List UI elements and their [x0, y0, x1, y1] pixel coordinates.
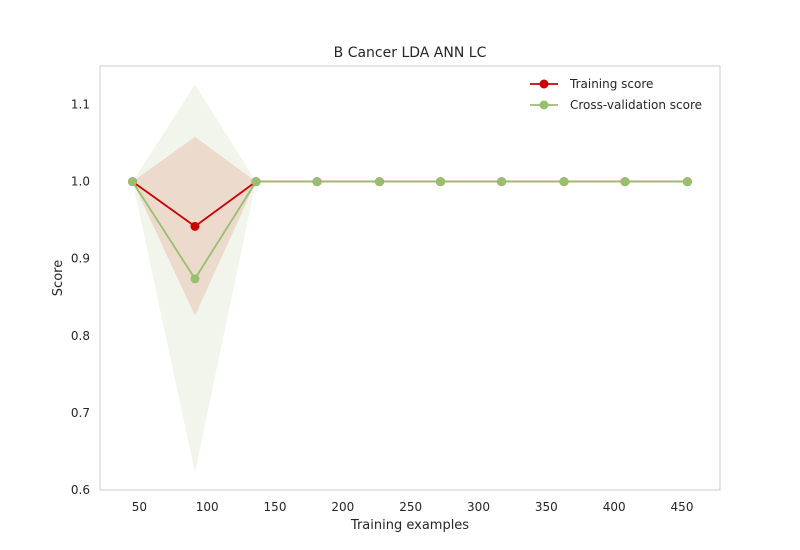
- x-tick-label: 50: [132, 500, 147, 514]
- chart-title: B Cancer LDA ANN LC: [334, 45, 487, 61]
- x-tick-label: 450: [671, 500, 694, 514]
- x-tick-labels: 50 100 150 200 250 300 350 400 450: [132, 500, 694, 514]
- y-axis-label: Score: [51, 260, 66, 296]
- legend-label: Cross-validation score: [570, 98, 702, 112]
- cross-validation-score-point: [559, 177, 569, 187]
- cross-validation-score-point: [682, 177, 692, 187]
- series-lines: [131, 180, 688, 281]
- y-tick-labels: 0.6 0.7 0.8 0.9 1.0 1.1: [71, 98, 90, 497]
- x-tick-label: 150: [264, 500, 287, 514]
- training-score-legend-marker: [539, 79, 549, 89]
- cross-validation-score-point: [436, 177, 446, 187]
- training-score-band: [132, 136, 688, 316]
- y-tick-label: 0.6: [71, 483, 90, 497]
- cross-validation-score-line: [131, 180, 688, 281]
- legend-label: Training score: [569, 77, 653, 91]
- y-tick-label: 1.1: [71, 98, 90, 112]
- cross-validation-score-point: [190, 274, 200, 284]
- y-tick-label: 0.7: [71, 406, 90, 420]
- series-points: [128, 177, 692, 284]
- x-tick-label: 400: [603, 500, 626, 514]
- y-tick-label: 0.9: [71, 252, 90, 266]
- cross-validation-score-point: [374, 177, 384, 187]
- legend: Training score Cross-validation score: [530, 77, 702, 112]
- plot-frame: [99, 65, 721, 491]
- x-tick-label: 200: [331, 500, 354, 514]
- x-axis-label: Training examples: [350, 518, 469, 533]
- y-tick-label: 0.8: [71, 329, 90, 343]
- x-tick-label: 300: [467, 500, 490, 514]
- y-tick-label: 1.0: [71, 175, 90, 189]
- x-tick-label: 100: [196, 500, 219, 514]
- cross-validation-score-band: [132, 84, 688, 473]
- cross-validation-score-point: [620, 177, 630, 187]
- training-score-point: [190, 221, 200, 231]
- x-tick-label: 250: [399, 500, 422, 514]
- cross-validation-score-point: [497, 177, 507, 187]
- x-tick-label: 350: [535, 500, 558, 514]
- cross-validation-score-legend-marker: [539, 100, 549, 110]
- cross-validation-score-point: [128, 177, 138, 187]
- cross-validation-score-point: [312, 177, 322, 187]
- cross-validation-score-point: [251, 177, 261, 187]
- confidence-bands: [132, 84, 688, 473]
